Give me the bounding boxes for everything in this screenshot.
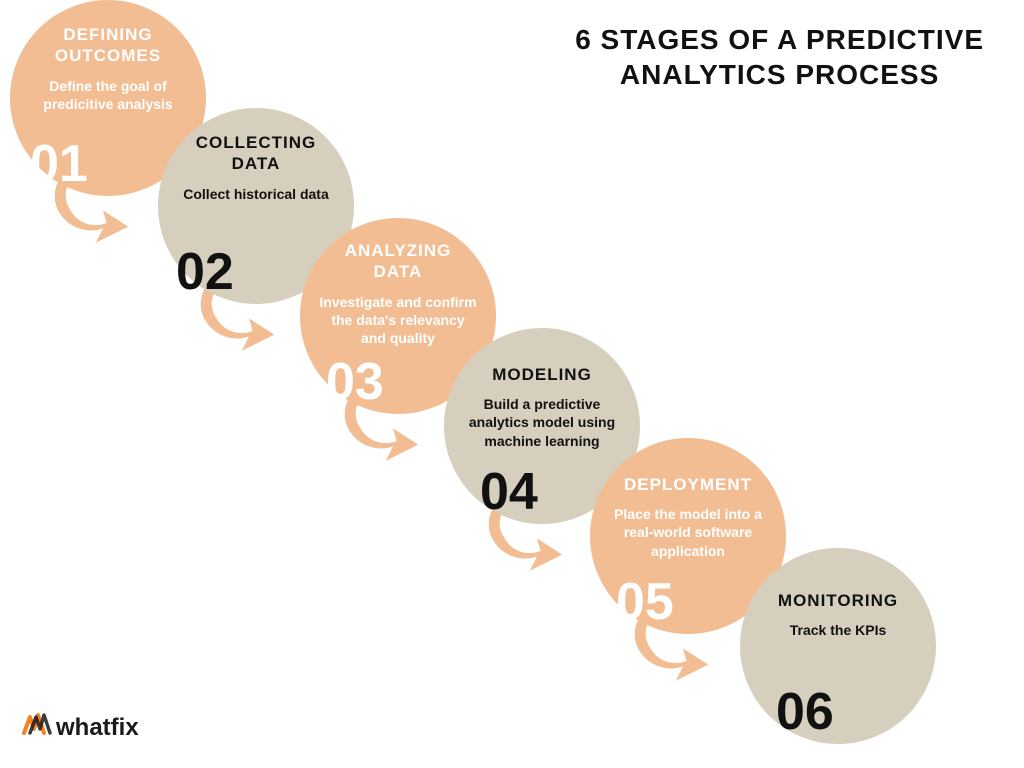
stage-title: DEPLOYMENT bbox=[624, 474, 752, 495]
main-title: 6 STAGES OF A PREDICTIVE ANALYTICS PROCE… bbox=[575, 22, 984, 92]
stage-description: Build a predictive analytics model using… bbox=[462, 395, 622, 450]
stage-title: MONITORING bbox=[778, 590, 898, 611]
stage-number: 03 bbox=[326, 356, 384, 408]
logo-text: whatfix bbox=[56, 714, 139, 742]
stage-description: Place the model into a real-world softwa… bbox=[608, 505, 768, 560]
stage-description: Collect historical data bbox=[183, 185, 328, 203]
stage-number: 05 bbox=[616, 576, 674, 628]
stage-description: Investigate and confirm the data's relev… bbox=[318, 293, 478, 348]
stage-number: 06 bbox=[776, 686, 834, 738]
stage-description: Define the goal of predicitive analysis bbox=[28, 77, 188, 113]
stage-title: ANALYZINGDATA bbox=[345, 240, 452, 283]
whatfix-logo-icon bbox=[22, 711, 52, 744]
title-line-1: 6 STAGES OF A PREDICTIVE bbox=[575, 24, 984, 55]
stage-number: 04 bbox=[480, 466, 538, 518]
title-line-2: ANALYTICS PROCESS bbox=[620, 59, 939, 90]
stage-number: 01 bbox=[30, 138, 88, 190]
stage-title: COLLECTINGDATA bbox=[196, 132, 317, 175]
stage-description: Track the KPIs bbox=[790, 621, 887, 639]
stage-title: DEFININGOUTCOMES bbox=[55, 24, 161, 67]
stage-circle-06: MONITORING Track the KPIs 06 bbox=[740, 548, 936, 744]
stage-number: 02 bbox=[176, 246, 234, 298]
logo: whatfix bbox=[22, 711, 139, 744]
stage-title: MODELING bbox=[492, 364, 592, 385]
